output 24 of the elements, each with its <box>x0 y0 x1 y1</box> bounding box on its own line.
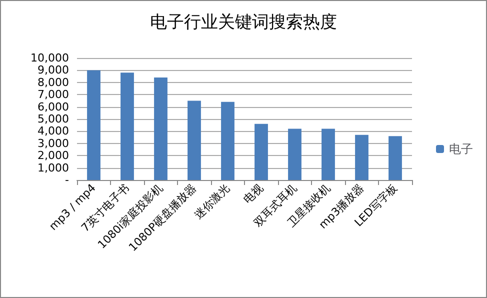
bar <box>288 128 302 180</box>
bar <box>254 124 268 180</box>
x-tick-label: 电视 <box>241 181 266 206</box>
y-tick-label: 10,000 <box>30 52 69 64</box>
bar <box>322 128 335 180</box>
y-tick-label: 8,000 <box>38 76 69 89</box>
legend-label: 电子 <box>449 142 473 156</box>
y-tick-label: - <box>65 174 70 186</box>
y-tick-label: 4,000 <box>38 124 69 138</box>
y-tick-label: 6,000 <box>38 100 69 114</box>
y-tick-label: 9,000 <box>38 64 69 77</box>
bar <box>188 100 201 180</box>
bar <box>120 72 134 180</box>
bar <box>154 78 168 180</box>
y-tick-label: 1,000 <box>38 161 69 174</box>
bar <box>221 102 234 180</box>
y-tick-label: 7,000 <box>38 88 69 102</box>
y-tick-label: 3,000 <box>38 136 69 150</box>
chart-title: 电子行业关键词搜索热度 <box>150 12 337 32</box>
bar <box>355 134 368 180</box>
bar <box>388 136 402 180</box>
bar <box>87 70 100 180</box>
y-tick-label: 2,000 <box>38 149 69 162</box>
y-tick-label: 5,000 <box>38 112 69 126</box>
